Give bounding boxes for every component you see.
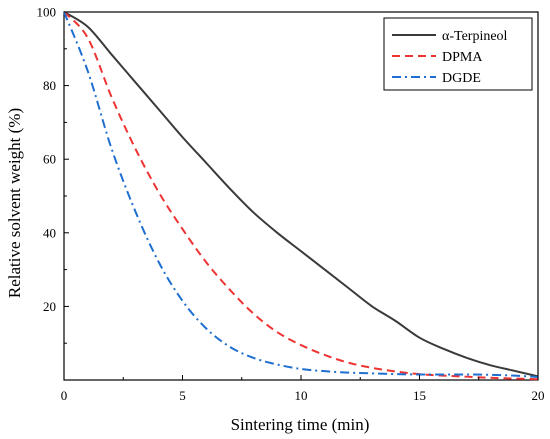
legend: α-Terpineol DPMA DGDE bbox=[383, 17, 533, 91]
series-line-2 bbox=[63, 11, 539, 379]
y-axis-title: Relative solvent weight (%) bbox=[5, 108, 24, 298]
legend-label-2: DGDE bbox=[442, 71, 481, 86]
x-tick-label: 15 bbox=[413, 388, 426, 403]
x-tick-label: 0 bbox=[61, 388, 68, 403]
legend-label-0: α-Terpineol bbox=[442, 29, 508, 44]
x-axis-title: Sintering time (min) bbox=[231, 415, 370, 434]
axes-layer: 0 5 10 15 20 20 40 60 80 100 bbox=[37, 5, 545, 404]
y-tick-label: 40 bbox=[43, 225, 56, 240]
series-line-1 bbox=[63, 11, 539, 381]
y-tick-label: 80 bbox=[43, 78, 56, 93]
x-tick-label: 5 bbox=[179, 388, 186, 403]
y-tick-label: 100 bbox=[37, 5, 57, 20]
series-layer bbox=[63, 11, 539, 381]
x-tick-label: 10 bbox=[295, 388, 308, 403]
legend-label-1: DPMA bbox=[442, 50, 483, 65]
legend-box bbox=[383, 17, 533, 91]
x-tick-label: 20 bbox=[532, 388, 545, 403]
series-line-0 bbox=[63, 11, 539, 378]
y-tick-label: 20 bbox=[43, 299, 56, 314]
y-tick-label: 60 bbox=[43, 152, 56, 167]
